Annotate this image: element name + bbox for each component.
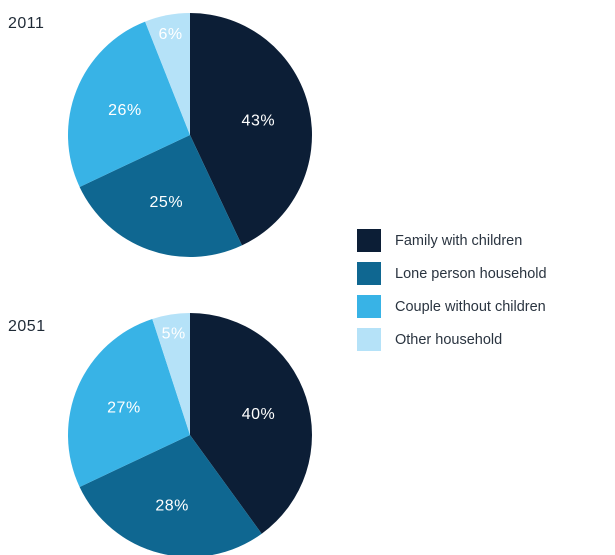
pie-slice-2011-other-household: [145, 13, 190, 135]
legend-swatch-lone-person-household: [357, 262, 381, 285]
year-label-2011: 2011: [8, 15, 45, 32]
legend-swatch-family-with-children: [357, 229, 381, 252]
pie-label-2051-couple-without-children: 27%: [107, 399, 141, 416]
legend-item-lone-person-household: Lone person household: [357, 262, 547, 285]
legend-label: Lone person household: [395, 265, 547, 282]
pie-slice-2011-family-with-children: [190, 13, 312, 246]
legend-label: Family with children: [395, 232, 523, 249]
pie-label-2011-lone-person-household: 25%: [150, 194, 184, 211]
pie-slice-2051-lone-person-household: [79, 435, 262, 555]
pie-label-2051-family-with-children: 40%: [242, 406, 276, 423]
pie-slice-2051-family-with-children: [190, 313, 312, 534]
pie-slice-2011-couple-without-children: [68, 21, 190, 187]
legend-item-other-household: Other household: [357, 328, 547, 351]
legend-swatch-other-household: [357, 328, 381, 351]
year-label-2051: 2051: [8, 318, 46, 335]
legend-swatch-couple-without-children: [357, 295, 381, 318]
pie-label-2051-other-household: 5%: [162, 325, 186, 342]
pie-label-2051-lone-person-household: 28%: [155, 498, 189, 515]
pie-label-2011-family-with-children: 43%: [242, 113, 276, 130]
pie-label-2011-couple-without-children: 26%: [108, 102, 142, 119]
pie-label-2011-other-household: 6%: [158, 26, 182, 43]
pie-slice-2051-other-household: [152, 313, 190, 435]
legend-item-family-with-children: Family with children: [357, 229, 547, 252]
legend-label: Other household: [395, 331, 503, 348]
legend-label: Couple without children: [395, 298, 546, 315]
legend: Family with children Lone person househo…: [357, 229, 547, 361]
pie-slice-2011-lone-person-household: [79, 135, 242, 257]
legend-item-couple-without-children: Couple without children: [357, 295, 547, 318]
pie-slice-2051-couple-without-children: [67, 318, 190, 487]
